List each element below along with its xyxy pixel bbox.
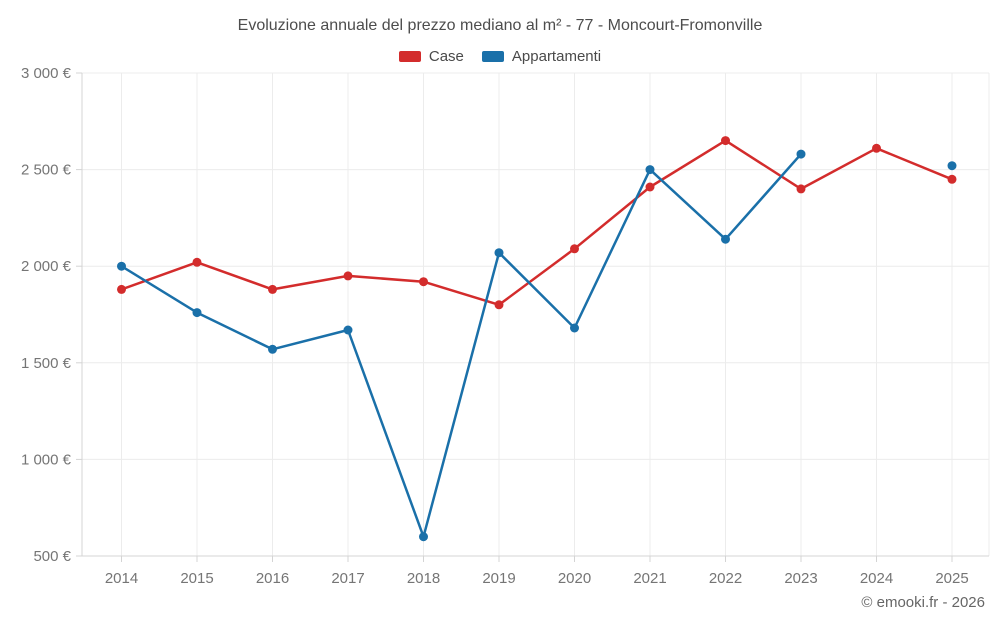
data-point-appartamenti-2022[interactable] xyxy=(721,234,730,244)
y-tick-label: 2 000 € xyxy=(21,258,72,275)
y-tick-label: 1 000 € xyxy=(21,451,72,468)
y-tick-label: 2 500 € xyxy=(21,162,72,179)
data-point-appartamenti-2025[interactable] xyxy=(947,161,957,171)
y-tick-label: 3 000 € xyxy=(21,65,72,82)
x-tick-label: 2020 xyxy=(558,570,591,587)
data-point-case-2025[interactable] xyxy=(947,174,957,184)
data-point-appartamenti-2023[interactable] xyxy=(796,149,806,159)
legend-swatch-icon xyxy=(398,50,421,62)
data-point-appartamenti-2021[interactable] xyxy=(645,165,655,175)
x-tick-label: 2022 xyxy=(709,570,742,587)
x-tick-label: 2019 xyxy=(482,570,515,587)
x-tick-label: 2016 xyxy=(256,570,289,587)
x-tick-label: 2018 xyxy=(407,570,440,587)
y-tick-label: 1 500 € xyxy=(21,355,72,372)
legend-item-case[interactable]: Case xyxy=(398,47,464,65)
attribution: © emooki.fr - 2026 xyxy=(861,594,985,611)
data-point-case-2022[interactable] xyxy=(721,136,730,146)
data-point-appartamenti-2015[interactable] xyxy=(192,308,202,318)
data-point-case-2014[interactable] xyxy=(117,284,126,294)
legend-item-appartamenti[interactable]: Appartamenti xyxy=(481,47,602,65)
legend: Case Appartamenti xyxy=(0,46,1000,66)
x-tick-label: 2017 xyxy=(331,570,364,587)
series-line-case xyxy=(120,139,954,307)
data-point-case-2016[interactable] xyxy=(268,284,277,294)
x-tick-label: 2024 xyxy=(860,570,893,587)
data-point-case-2018[interactable] xyxy=(419,277,428,287)
x-tick-label: 2023 xyxy=(784,570,817,587)
data-point-case-2020[interactable] xyxy=(570,244,579,254)
data-point-case-2017[interactable] xyxy=(343,271,353,281)
legend-label: Appartamenti xyxy=(511,47,602,65)
data-point-case-2019[interactable] xyxy=(494,300,504,310)
x-tick-label: 2014 xyxy=(105,570,138,587)
legend-swatch-icon xyxy=(481,50,504,62)
series-line-appartamenti xyxy=(122,154,953,537)
y-tick-label: 500 € xyxy=(33,548,71,565)
data-point-appartamenti-2016[interactable] xyxy=(268,344,277,354)
data-point-appartamenti-2017[interactable] xyxy=(343,325,353,335)
x-tick-label: 2021 xyxy=(633,570,666,587)
data-point-appartamenti-2018[interactable] xyxy=(419,532,428,542)
data-point-case-2015[interactable] xyxy=(192,257,202,267)
data-point-case-2021[interactable] xyxy=(645,182,655,192)
data-point-appartamenti-2019[interactable] xyxy=(494,248,504,258)
data-point-appartamenti-2014[interactable] xyxy=(117,261,126,271)
x-tick-label: 2015 xyxy=(180,570,213,587)
x-tick-label: 2025 xyxy=(935,570,968,587)
data-point-appartamenti-2020[interactable] xyxy=(570,323,579,333)
chart-title: Evoluzione annuale del prezzo mediano al… xyxy=(237,17,763,34)
data-point-case-2023[interactable] xyxy=(796,184,806,194)
legend-label: Case xyxy=(428,47,464,65)
data-point-case-2024[interactable] xyxy=(872,143,881,153)
